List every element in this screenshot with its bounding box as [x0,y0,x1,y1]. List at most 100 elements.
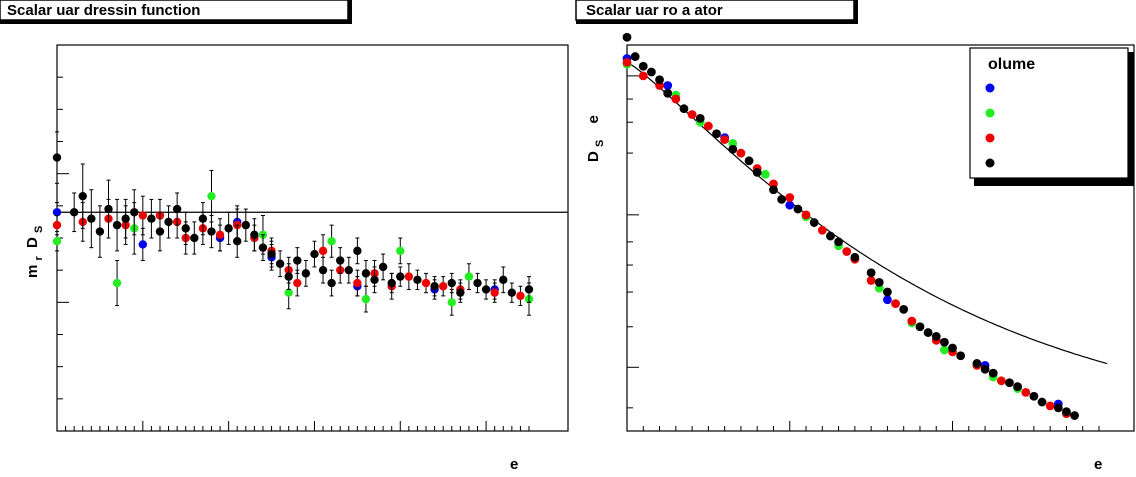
right-marker-blue [785,200,795,210]
left-point-red [52,214,62,236]
left-marker-green [464,272,474,281]
left-marker-black [318,265,328,275]
left-point-black [78,163,87,229]
left-point-black [353,237,362,265]
left-marker-green [207,191,216,201]
left-point-black [284,263,293,290]
left-marker-black [52,153,62,162]
left-marker-black [413,275,422,285]
left-marker-red [421,278,431,288]
left-point-black [344,256,353,284]
left-marker-black [78,191,87,201]
right-marker-black [980,364,990,374]
left-point-black [387,272,396,294]
left-marker-black [499,275,508,285]
left-point-black [507,282,517,303]
right-marker-black [647,67,656,77]
left-point-black [121,198,130,239]
left-point-green [396,237,405,265]
left-point-black [190,221,199,255]
left-point-black [95,205,105,258]
left-marker-blue [138,240,148,249]
right-marker-red [736,148,746,158]
left-point-black [447,272,456,294]
left-y-label-s: S [33,226,45,233]
left-marker-black [198,214,208,223]
right-marker-black [1070,411,1079,420]
legend-marker-blue [985,83,995,93]
left-marker-black [241,220,250,230]
right-marker-black [638,61,648,71]
right-marker-black [948,343,957,353]
left-y-label-r: r [33,255,45,260]
right-marker-black [752,167,762,177]
right-marker-black [1037,397,1047,407]
left-marker-red [438,282,448,291]
right-marker-blue [663,81,673,90]
left-marker-red [353,278,362,288]
left-point-black [233,224,242,258]
left-marker-black [104,204,113,214]
left-point-black [456,282,465,303]
right-y-axis-label: D S e [585,115,607,162]
left-y-label-d: D [24,237,41,248]
left-point-black [327,269,336,297]
left-marker-red [318,246,328,256]
right-marker-red [842,247,852,256]
left-x-axis-label: e [510,456,518,473]
left-point-black [250,218,259,252]
left-point-black [370,266,379,294]
right-marker-black [777,195,787,204]
left-point-green [327,224,336,258]
left-marker-black [284,272,293,281]
left-point-red [490,282,499,303]
right-marker-red [638,71,648,81]
left-marker-green [52,237,62,246]
left-point-red [293,269,302,297]
right-chart: Scalar uar ro a ator e D S e olume [575,0,1135,473]
right-marker-black [1029,391,1039,401]
left-marker-black [95,227,105,236]
right-y-label-e: e [585,115,602,123]
left-point-red [353,269,362,297]
right-marker-black [769,185,778,195]
left-point-black [267,240,276,268]
left-point-black [275,250,285,278]
right-marker-red [907,316,917,326]
right-marker-black [655,75,664,85]
right-marker-red [817,225,827,235]
left-axis-ticks [56,44,530,432]
left-point-red [421,272,431,294]
left-marker-black [396,272,405,281]
left-point-black [473,272,482,294]
left-point-black [413,269,422,290]
right-title-box [575,0,855,21]
left-marker-green [396,246,405,256]
left-marker-black [275,259,285,268]
left-marker-black [481,285,491,294]
right-marker-black [850,252,860,262]
left-plot-frame [56,44,569,432]
left-marker-black [155,227,165,236]
left-y-label-m: m [24,265,41,278]
left-marker-red [404,272,414,281]
left-marker-black [207,227,216,236]
left-point-red [215,218,225,252]
left-point-black [318,256,328,284]
left-point-black [104,179,113,239]
left-marker-black [310,249,319,259]
right-marker-black [915,322,925,332]
right-marker-black [956,351,966,361]
right-marker-black [1053,403,1063,413]
right-marker-black [744,156,754,166]
left-point-black [198,202,208,236]
left-marker-red [215,230,225,239]
left-marker-black [301,269,311,278]
right-marker-red [1045,401,1055,411]
left-point-black [147,198,156,239]
left-point-black [481,279,491,300]
left-title-box [0,0,349,21]
left-point-black [241,208,250,242]
left-marker-red [52,220,62,230]
left-marker-black [293,256,302,265]
